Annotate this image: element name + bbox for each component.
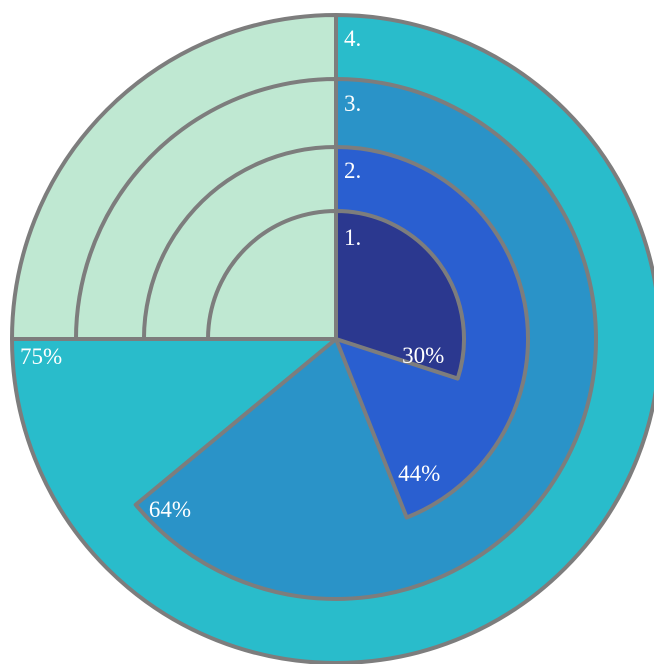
ring-value-label-1: 30%	[402, 343, 444, 368]
ring-value-label-3: 64%	[149, 497, 191, 522]
ring-value-label-4: 75%	[20, 344, 62, 369]
ring-value-label-2: 44%	[398, 461, 440, 486]
ring-index-label-2: 2.	[344, 158, 361, 183]
ring-index-label-3: 3.	[344, 91, 361, 116]
ring-index-label-1: 1.	[344, 225, 361, 250]
ring-index-label-4: 4.	[344, 26, 361, 51]
